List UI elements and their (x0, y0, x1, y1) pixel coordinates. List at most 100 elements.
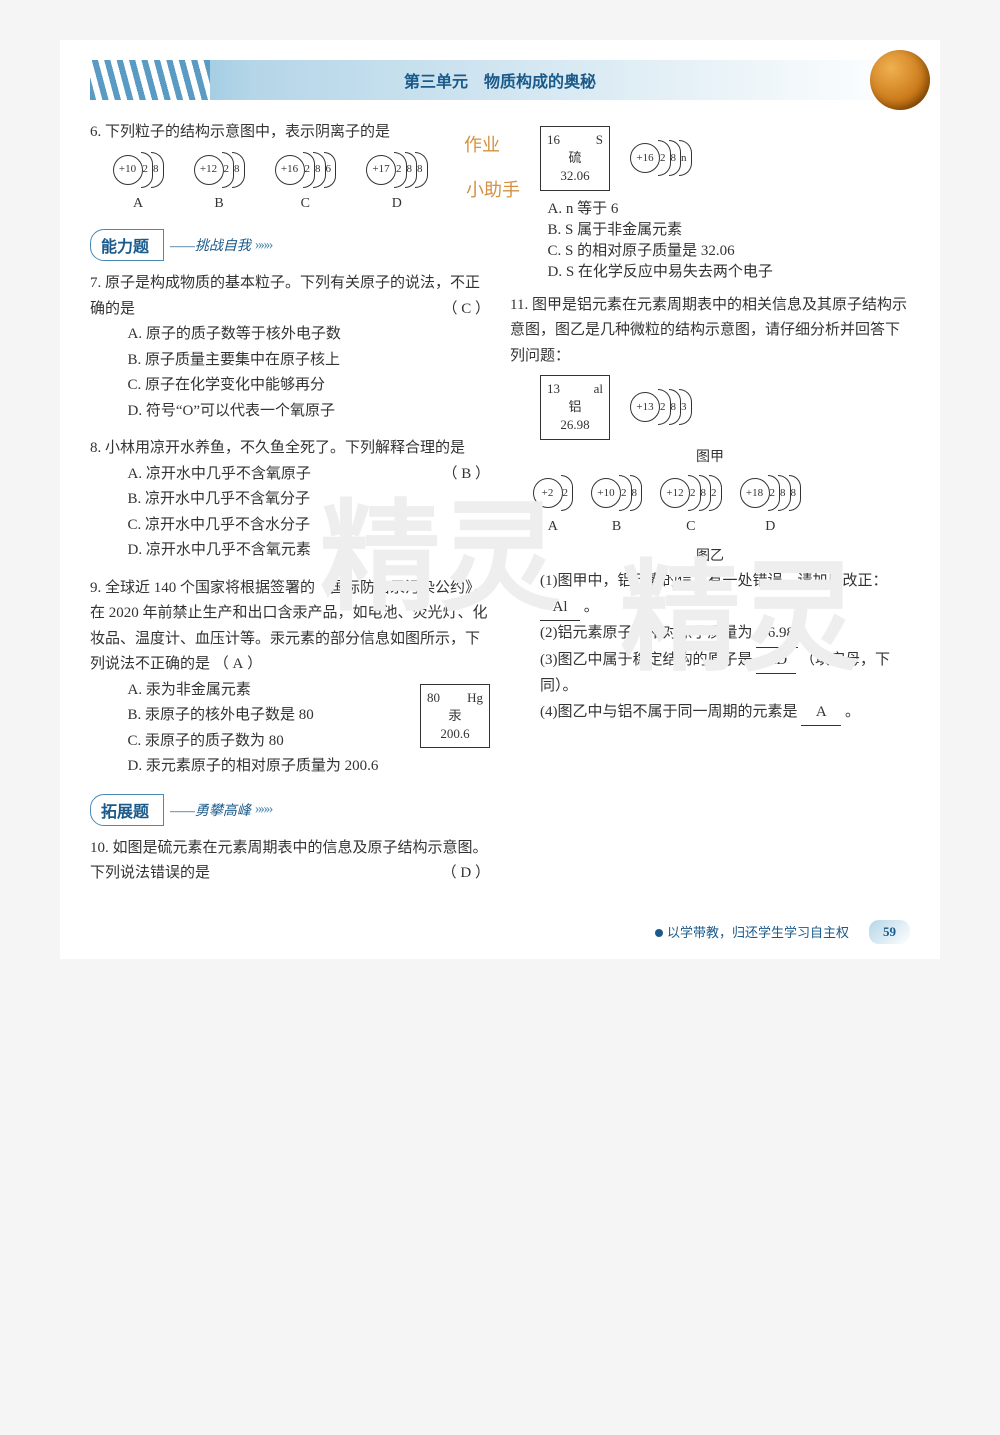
q10-answer[interactable]: D (460, 861, 471, 887)
section-subtitle: ——挑战自我 (170, 235, 251, 255)
q9-option-c[interactable]: C. 汞原子的质子数为 80 (90, 729, 420, 755)
al-element-card: 13al 铝 26.98 (540, 375, 610, 440)
shell: 3 (679, 389, 692, 425)
question-7: 7. 原子是构成物质的基本粒子。下列有关原子的说法，不正确的是 （ C ） A.… (90, 271, 490, 424)
q11-sub4-text: (4)图乙中与铝不属于同一周期的元素是 (540, 704, 798, 720)
atom-label: B (612, 515, 621, 539)
section-label: 拓展题 (90, 794, 164, 826)
columns: 6. 下列粒子的结构示意图中，表示阴离子的是 作业 小助手 +10 2 8 A (90, 120, 910, 899)
atom-label: C (686, 515, 695, 539)
q10-option-b[interactable]: B. S 属于非金属元素 (510, 218, 910, 239)
hg-sym: Hg (467, 689, 483, 707)
nucleus: +16 (630, 143, 660, 173)
section-subtitle: ——勇攀高峰 (170, 800, 251, 820)
section-heading-extend: 拓展题 ——勇攀高峰 »»» (90, 794, 490, 826)
q7-answer[interactable]: C (461, 297, 471, 323)
q7-option-d[interactable]: D. 符号“O”可以代表一个氧原子 (90, 399, 490, 425)
q11-sub2-blank[interactable]: 26.98 (756, 621, 798, 648)
left-column: 6. 下列粒子的结构示意图中，表示阴离子的是 作业 小助手 +10 2 8 A (90, 120, 490, 899)
q7-stem: 7. 原子是构成物质的基本粒子。下列有关原子的说法，不正确的是 (90, 275, 480, 317)
s-name: 硫 (547, 149, 603, 167)
q6-atom-row: +10 2 8 A +12 2 8 B (90, 152, 490, 216)
q11-sub1-blank[interactable]: Al (540, 595, 580, 622)
q11-sub2-tail: 。 (802, 625, 817, 641)
q10-figure: 16S 硫 32.06 +16 2 8 n (540, 126, 910, 191)
q7-option-c[interactable]: C. 原子在化学变化中能够再分 (90, 373, 490, 399)
q6-stem: 6. 下列粒子的结构示意图中，表示阴离子的是 (90, 120, 490, 146)
al-num: 13 (547, 380, 560, 398)
q11-sub3-text: (3)图乙中属于稳定结构的原子是 (540, 652, 753, 668)
q11-sub-1: (1)图甲中，铝元素的信息有一处错误，请加以改正： Al 。 (510, 569, 910, 621)
q10-option-a[interactable]: A. n 等于 6 (510, 197, 910, 218)
nucleus: +18 (740, 478, 770, 508)
al-mass: 26.98 (547, 416, 603, 434)
shell: 6 (324, 152, 337, 188)
shell: 8 (151, 152, 164, 188)
atom-label: C (301, 192, 310, 216)
q6-atom-d: +17 2 8 8 D (366, 152, 428, 216)
corner-badge-icon (870, 50, 930, 110)
page-number: 59 (869, 920, 910, 944)
q8-option-c[interactable]: C. 凉开水中几乎不含水分子 (90, 513, 490, 539)
q9-options: A. 汞为非金属元素 B. 汞原子的核外电子数是 80 C. 汞原子的质子数为 … (90, 678, 420, 780)
q11-jia-atom: +13 2 8 3 (630, 389, 692, 425)
q11-sub4-blank[interactable]: A (801, 700, 841, 727)
q11-sub-4: (4)图乙中与铝不属于同一周期的元素是 A 。 (510, 700, 910, 727)
shell: 2 (709, 475, 722, 511)
q8-answer[interactable]: B (461, 462, 471, 488)
q8-options: A. 凉开水中几乎不含氧原子 B. 凉开水中几乎不含氧分子 C. 凉开水中几乎不… (90, 462, 490, 564)
q11-sub-3: (3)图乙中属于稳定结构的原子是 AD （填字母，下同）。 (510, 648, 910, 700)
overlay-text-2: 小助手 (466, 175, 520, 206)
q9-option-d[interactable]: D. 汞元素原子的相对原子质量为 200.6 (90, 754, 420, 780)
atom-label: D (765, 515, 775, 539)
q10-atom: +16 2 8 n (630, 140, 692, 176)
banner-title: 第三单元 物质构成的奥秘 (404, 68, 596, 92)
q9-answer[interactable]: A (233, 652, 244, 678)
question-9: 9. 全球近 140 个国家将根据签署的《国际防治汞污染公约》，在 2020 年… (90, 576, 490, 780)
q6-atom-a: +10 2 8 A (113, 152, 164, 216)
footer-dot-icon (655, 929, 663, 937)
atom-label: D (392, 192, 402, 216)
overlay-text-1: 作业 (464, 130, 500, 161)
nucleus: +12 (194, 155, 224, 185)
atom-label: A (548, 515, 558, 539)
nucleus: +17 (366, 155, 396, 185)
q8-stem: 8. 小林用凉开水养鱼，不久鱼全死了。下列解释合理的是 (90, 440, 465, 456)
shell: 2 (561, 475, 574, 511)
q10-option-c[interactable]: C. S 的相对原子质量是 32.06 (510, 239, 910, 260)
question-11: 11. 图甲是铝元素在元素周期表中的相关信息及其原子结构示意图，图乙是几种微粒的… (510, 293, 910, 726)
question-10: 10. 如图是硫元素在元素周期表中的信息及原子结构示意图。下列说法错误的是 （ … (90, 836, 490, 887)
q11-yi-atom-a: +2 2 A (533, 475, 574, 539)
s-num: 16 (547, 131, 560, 149)
shell: 8 (630, 475, 643, 511)
q11-figure-yi: +2 2 A +10 2 8 B (510, 475, 910, 539)
shell: 8 (415, 152, 428, 188)
atom-label: A (133, 192, 143, 216)
q11-sub1-text: (1)图甲中，铝元素的信息有一处错误，请加以改正： (540, 573, 888, 589)
q6-atom-c: +16 2 8 6 C (275, 152, 337, 216)
q8-option-d[interactable]: D. 凉开水中几乎不含氧元素 (90, 538, 490, 564)
q8-option-b[interactable]: B. 凉开水中几乎不含氧分子 (90, 487, 490, 513)
q7-option-a[interactable]: A. 原子的质子数等于核外电子数 (90, 322, 490, 348)
s-element-card: 16S 硫 32.06 (540, 126, 610, 191)
nucleus: +10 (591, 478, 621, 508)
q11-sub3-blank[interactable]: AD (756, 648, 796, 675)
q8-option-a[interactable]: A. 凉开水中几乎不含氧原子 (90, 462, 490, 488)
section-arrows-icon: »»» (255, 801, 272, 818)
nucleus: +2 (533, 478, 563, 508)
figcaption-yi: 图乙 (510, 545, 910, 569)
q9-option-a[interactable]: A. 汞为非金属元素 (90, 678, 420, 704)
banner-stripes (90, 60, 210, 100)
section-arrows-icon: »»» (255, 237, 272, 254)
hg-element-card: 80Hg 汞 200.6 (420, 684, 490, 749)
page-footer: 以学带教，归还学生学习自主权 59 (655, 920, 910, 944)
q7-options: A. 原子的质子数等于核外电子数 B. 原子质量主要集中在原子核上 C. 原子在… (90, 322, 490, 424)
q7-option-b[interactable]: B. 原子质量主要集中在原子核上 (90, 348, 490, 374)
q6-atom-b: +12 2 8 B (194, 152, 245, 216)
page: 精灵 精灵 第三单元 物质构成的奥秘 6. 下列粒子的结构示意图中，表示阴离子的… (60, 40, 940, 959)
q9-option-b[interactable]: B. 汞原子的核外电子数是 80 (90, 703, 420, 729)
question-6: 6. 下列粒子的结构示意图中，表示阴离子的是 作业 小助手 +10 2 8 A (90, 120, 490, 215)
q11-sub1-tail: 。 (584, 599, 599, 615)
al-name: 铝 (547, 398, 603, 416)
q10-option-d[interactable]: D. S 在化学反应中易失去两个电子 (510, 260, 910, 281)
